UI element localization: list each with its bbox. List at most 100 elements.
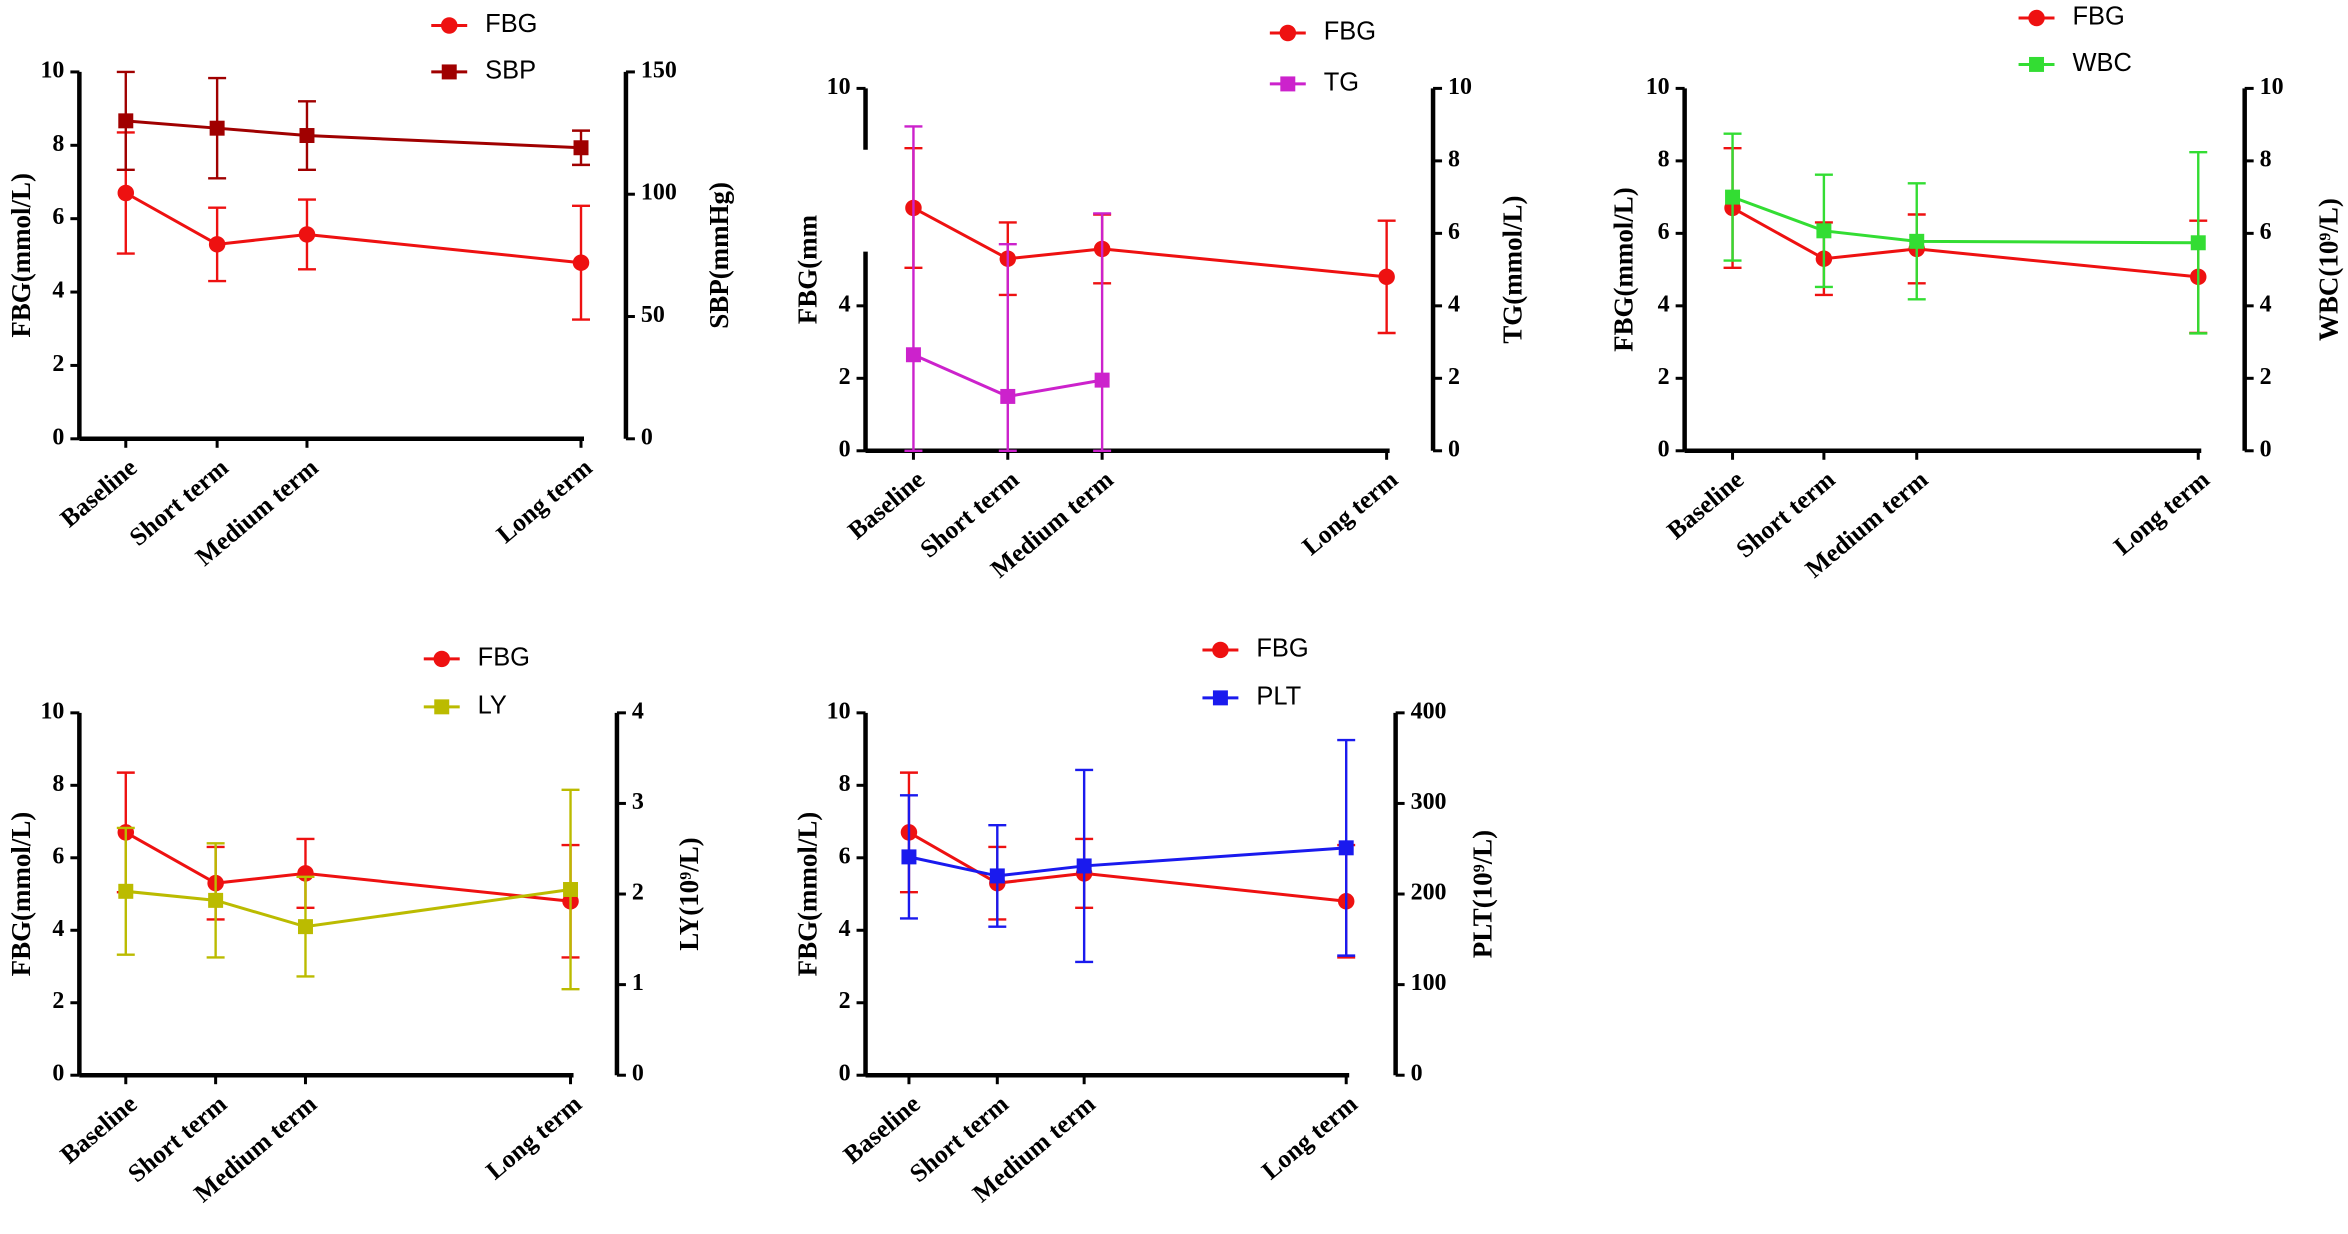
y2-tick-label: 100: [641, 180, 677, 206]
y-tick-label: 2: [1658, 364, 1670, 390]
y-tick-label: 8: [52, 131, 64, 157]
y-tick-label: 0: [839, 1061, 851, 1087]
legend-label: TG: [1324, 69, 1359, 97]
y-tick-label: 4: [839, 916, 851, 942]
y2-tick-label: 4: [2260, 291, 2272, 317]
y-tick-label: 0: [52, 1061, 64, 1087]
y-tick-label: 4: [52, 278, 64, 304]
y2-tick-label: 100: [1411, 970, 1447, 996]
y-tick-label: 10: [40, 698, 64, 724]
y2-tick-label: 2: [632, 880, 644, 906]
legend-marker: [1279, 24, 1297, 42]
y-tick-label: 8: [1658, 146, 1670, 172]
marker: [1076, 858, 1092, 874]
marker: [2190, 235, 2206, 251]
legend-marker: [2028, 9, 2045, 27]
marker: [208, 236, 226, 253]
marker: [118, 883, 134, 899]
x-tick-label: Long term: [491, 453, 598, 549]
y-tick-label: 4: [839, 291, 851, 317]
legend-label: FBG: [478, 644, 530, 672]
y-axis-label: FBG(mmol/L): [6, 173, 36, 338]
y2-tick-label: 0: [632, 1061, 644, 1087]
y2-tick-label: 3: [632, 789, 644, 815]
y2-tick-label: 0: [2260, 436, 2272, 462]
y2-tick-label: 4: [1448, 291, 1460, 317]
y-tick-label: 8: [52, 771, 64, 797]
y-axis-label: FBG(mmol/L): [1608, 187, 1638, 352]
error-bar: [998, 243, 1017, 452]
y-tick-label: 0: [52, 424, 64, 450]
x-tick-label: Long term: [1296, 465, 1403, 561]
y-tick-label: 2: [839, 988, 851, 1014]
marker: [901, 849, 917, 865]
y-tick-label: 6: [52, 843, 64, 869]
x-tick-label: Baseline: [54, 453, 142, 533]
marker: [1338, 840, 1354, 856]
marker: [1094, 372, 1110, 388]
legend-marker: [440, 17, 458, 34]
y-tick-label: 2: [52, 351, 64, 377]
legend-marker: [433, 650, 450, 668]
y2-tick-label: 2: [2260, 364, 2272, 390]
marker: [1725, 189, 1741, 205]
y-tick-label: 2: [52, 988, 64, 1014]
y2-tick-label: 8: [2260, 146, 2272, 172]
y-tick-label: 0: [1658, 436, 1670, 462]
y-tick-label: 10: [827, 698, 851, 724]
legend-label: FBG: [2072, 3, 2124, 31]
marker: [573, 140, 589, 156]
x-tick-label: Long term: [1256, 1089, 1363, 1185]
y-tick-label: 8: [839, 771, 851, 797]
y2-tick-label: 10: [2260, 74, 2284, 100]
legend-marker: [1280, 76, 1296, 92]
marker: [1816, 223, 1832, 239]
series-line: [125, 191, 582, 265]
marker: [989, 868, 1005, 884]
legend-marker: [1212, 641, 1229, 659]
marker: [298, 226, 316, 243]
y-tick-label: 10: [40, 57, 64, 83]
marker: [1000, 388, 1016, 404]
legend-label: WBC: [2072, 49, 2131, 77]
legend-marker: [441, 64, 457, 80]
marker: [208, 892, 224, 908]
y2-tick-label: 10: [1448, 74, 1472, 100]
y2-tick-label: 1: [632, 970, 644, 996]
series-line: [1731, 206, 2199, 279]
y2-tick-label: 300: [1411, 789, 1447, 815]
y2-tick-label: 2: [1448, 364, 1460, 390]
y2-tick-label: 0: [641, 424, 653, 450]
marker: [905, 347, 921, 363]
series-line: [125, 119, 582, 150]
marker: [1378, 268, 1395, 286]
marker: [118, 113, 134, 129]
y-axis-label: FBG(mmol/L): [792, 812, 822, 977]
legend-marker: [1212, 690, 1228, 706]
y-tick-label: 2: [839, 364, 851, 390]
y2-tick-label: 0: [1411, 1061, 1423, 1087]
series-line: [125, 888, 571, 929]
marker: [297, 919, 313, 935]
marker: [572, 254, 590, 271]
y2-tick-label: 200: [1411, 880, 1447, 906]
y-tick-label: 6: [52, 204, 64, 230]
marker: [209, 120, 225, 136]
y2-axis-label: LY(10⁹/L): [674, 837, 704, 950]
x-tick-label: Baseline: [54, 1089, 142, 1169]
y2-tick-label: 0: [1448, 436, 1460, 462]
y-axis-label: FBG(mmol/L): [6, 812, 36, 977]
y2-tick-label: 6: [1448, 219, 1460, 245]
y2-axis-label: WBC(10⁹/L): [2314, 198, 2344, 341]
x-tick-label: Long term: [480, 1089, 587, 1185]
y2-tick-label: 8: [1448, 146, 1460, 172]
series-line: [908, 831, 1347, 903]
legend-label: LY: [478, 692, 507, 720]
y-tick-label: 0: [839, 436, 851, 462]
error-bar: [904, 125, 923, 452]
y-tick-label: 6: [1658, 219, 1670, 245]
marker: [1909, 233, 1925, 249]
y-axis-label: FBG(mm: [792, 215, 822, 324]
y-tick-label: 6: [839, 843, 851, 869]
